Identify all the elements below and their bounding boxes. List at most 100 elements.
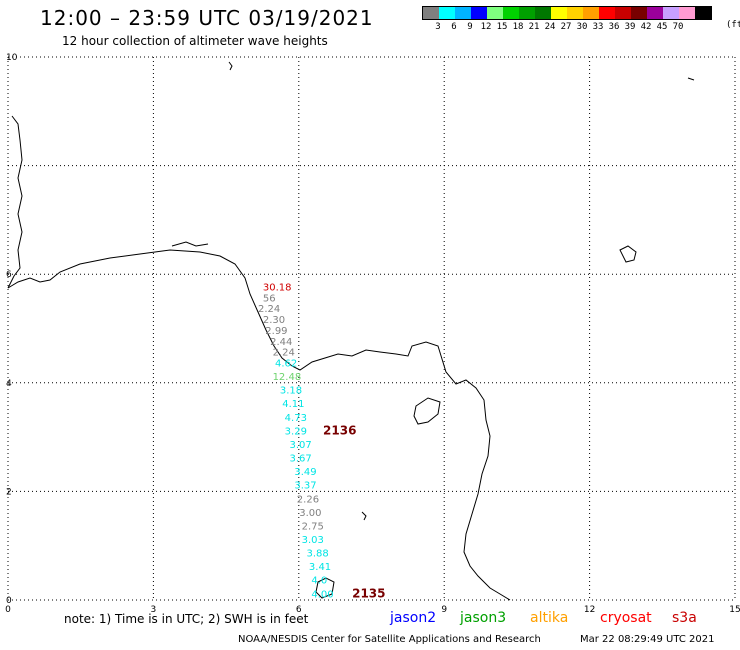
y-tick-label: 6	[6, 270, 12, 280]
wave-height-label: 3.29	[285, 426, 307, 437]
legend-label: 3	[435, 22, 441, 32]
wave-height-label: 3.00	[299, 508, 321, 519]
legend-label: 27	[560, 22, 572, 32]
wave-height-label: 56	[263, 293, 276, 304]
x-tick-label: 0	[5, 605, 11, 615]
x-tick-label: 9	[441, 605, 447, 615]
coastline-mainland	[7, 249, 511, 601]
y-tick-label: 4	[6, 379, 12, 389]
legend-swatch	[487, 7, 503, 19]
legend-swatch	[631, 7, 647, 19]
legend-label: 6	[451, 22, 457, 32]
legend-label: 30	[576, 22, 588, 32]
legend-label: 15	[496, 22, 508, 32]
wave-height-label: 3.03	[302, 535, 324, 546]
legend-label: 39	[624, 22, 636, 32]
credit-text: NOAA/NESDIS Center for Satellite Applica…	[238, 634, 541, 645]
legend-label: 24	[544, 22, 556, 32]
axis-tick-labels: 0 3 6 9 12 15 0 2 4 6 10	[5, 53, 740, 615]
y-tick-label: 2	[6, 487, 12, 497]
legend-unit: (ft)	[726, 20, 740, 30]
legend-label: 70	[672, 22, 684, 32]
pass-time-label: 2136	[323, 423, 356, 437]
altimeter-track-labels: 30.18562.242.302.992.442.244.6212.483.18…	[258, 282, 385, 600]
legend-swatch	[423, 7, 439, 19]
legend-swatch	[471, 7, 487, 19]
wave-height-label: 2.44	[270, 337, 292, 348]
legend-label: 33	[592, 22, 604, 32]
island-small-1	[315, 577, 335, 599]
grid-lines	[7, 56, 736, 601]
wave-height-label: 3.41	[309, 562, 331, 573]
legend-swatches	[422, 6, 712, 20]
x-tick-label: 6	[296, 605, 302, 615]
coastline-west	[7, 115, 23, 289]
legend-swatch	[647, 7, 663, 19]
wave-height-label: 2.99	[265, 326, 287, 337]
coastline	[7, 61, 695, 601]
wave-height-label: 2.26	[297, 494, 319, 505]
wave-height-label: 3.88	[306, 549, 328, 560]
island-lake	[413, 397, 441, 425]
legend-swatch	[519, 7, 535, 19]
wave-height-label: 4.0	[311, 576, 327, 587]
legend-label: 21	[528, 22, 540, 32]
wave-height-label: 2.30	[263, 315, 285, 326]
wave-height-label: 3.67	[290, 454, 312, 465]
wave-height-label: 4.00	[311, 589, 333, 600]
wave-height-label: 2.24	[258, 304, 280, 315]
island-small-2	[619, 245, 637, 263]
legend-labels: 3 6 9 12 15 18 21 24 27 30 33 36 39 42 45 70	[430, 22, 712, 32]
legend-swatch	[695, 7, 711, 19]
wave-height-label: 4.11	[282, 399, 304, 410]
satellite-legend-item: jason2	[390, 610, 437, 626]
satellite-legend-item: altika	[530, 610, 569, 626]
y-tick-label: 10	[6, 53, 18, 63]
wave-height-label: 3.37	[294, 481, 316, 492]
wave-height-label: 30.18	[263, 282, 292, 293]
legend-label: 18	[512, 22, 524, 32]
legend-swatch	[615, 7, 631, 19]
legend-swatch	[599, 7, 615, 19]
wave-height-label: 2.75	[302, 521, 324, 532]
legend-swatch	[567, 7, 583, 19]
island-small-5	[361, 511, 367, 521]
legend-label: 36	[608, 22, 620, 32]
legend-label: 42	[640, 22, 652, 32]
y-tick-label: 0	[6, 596, 12, 606]
wave-height-label: 12.48	[273, 372, 302, 383]
wave-height-label: 2.24	[273, 348, 295, 359]
note-text: note: 1) Time is in UTC; 2) SWH is in fe…	[64, 612, 309, 626]
island-small-6	[171, 241, 209, 247]
legend-label: 12	[480, 22, 492, 32]
legend-swatch	[503, 7, 519, 19]
legend-swatch	[551, 7, 567, 19]
legend-swatch	[663, 7, 679, 19]
legend-swatch	[679, 7, 695, 19]
satellite-legend-item: s3a	[672, 610, 697, 626]
wave-height-label: 3.07	[290, 440, 312, 451]
legend-label: 9	[467, 22, 473, 32]
wave-height-label: 4.62	[275, 359, 297, 370]
x-tick-label: 12	[584, 605, 595, 615]
wave-height-label: 3.18	[280, 386, 302, 397]
legend-swatch	[535, 7, 551, 19]
legend-swatch	[583, 7, 599, 19]
page-subtitle: 12 hour collection of altimeter wave hei…	[62, 34, 328, 48]
legend-label: 45	[656, 22, 668, 32]
x-tick-label: 3	[151, 605, 157, 615]
page-title: 12:00 – 23:59 UTC 03/19/2021	[40, 6, 374, 30]
island-small-4	[687, 77, 695, 81]
legend-swatch	[439, 7, 455, 19]
wave-height-label: 4.73	[285, 413, 307, 424]
satellite-legend-item: cryosat	[600, 610, 652, 626]
satellite-legend-item: jason3	[460, 610, 507, 626]
island-small-3	[228, 61, 233, 71]
generated-timestamp: Mar 22 08:29:49 UTC 2021	[580, 634, 715, 645]
pass-time-label: 2135	[352, 586, 385, 600]
legend-swatch	[455, 7, 471, 19]
wave-height-label: 3.49	[294, 467, 316, 478]
x-tick-label: 15	[729, 605, 740, 615]
